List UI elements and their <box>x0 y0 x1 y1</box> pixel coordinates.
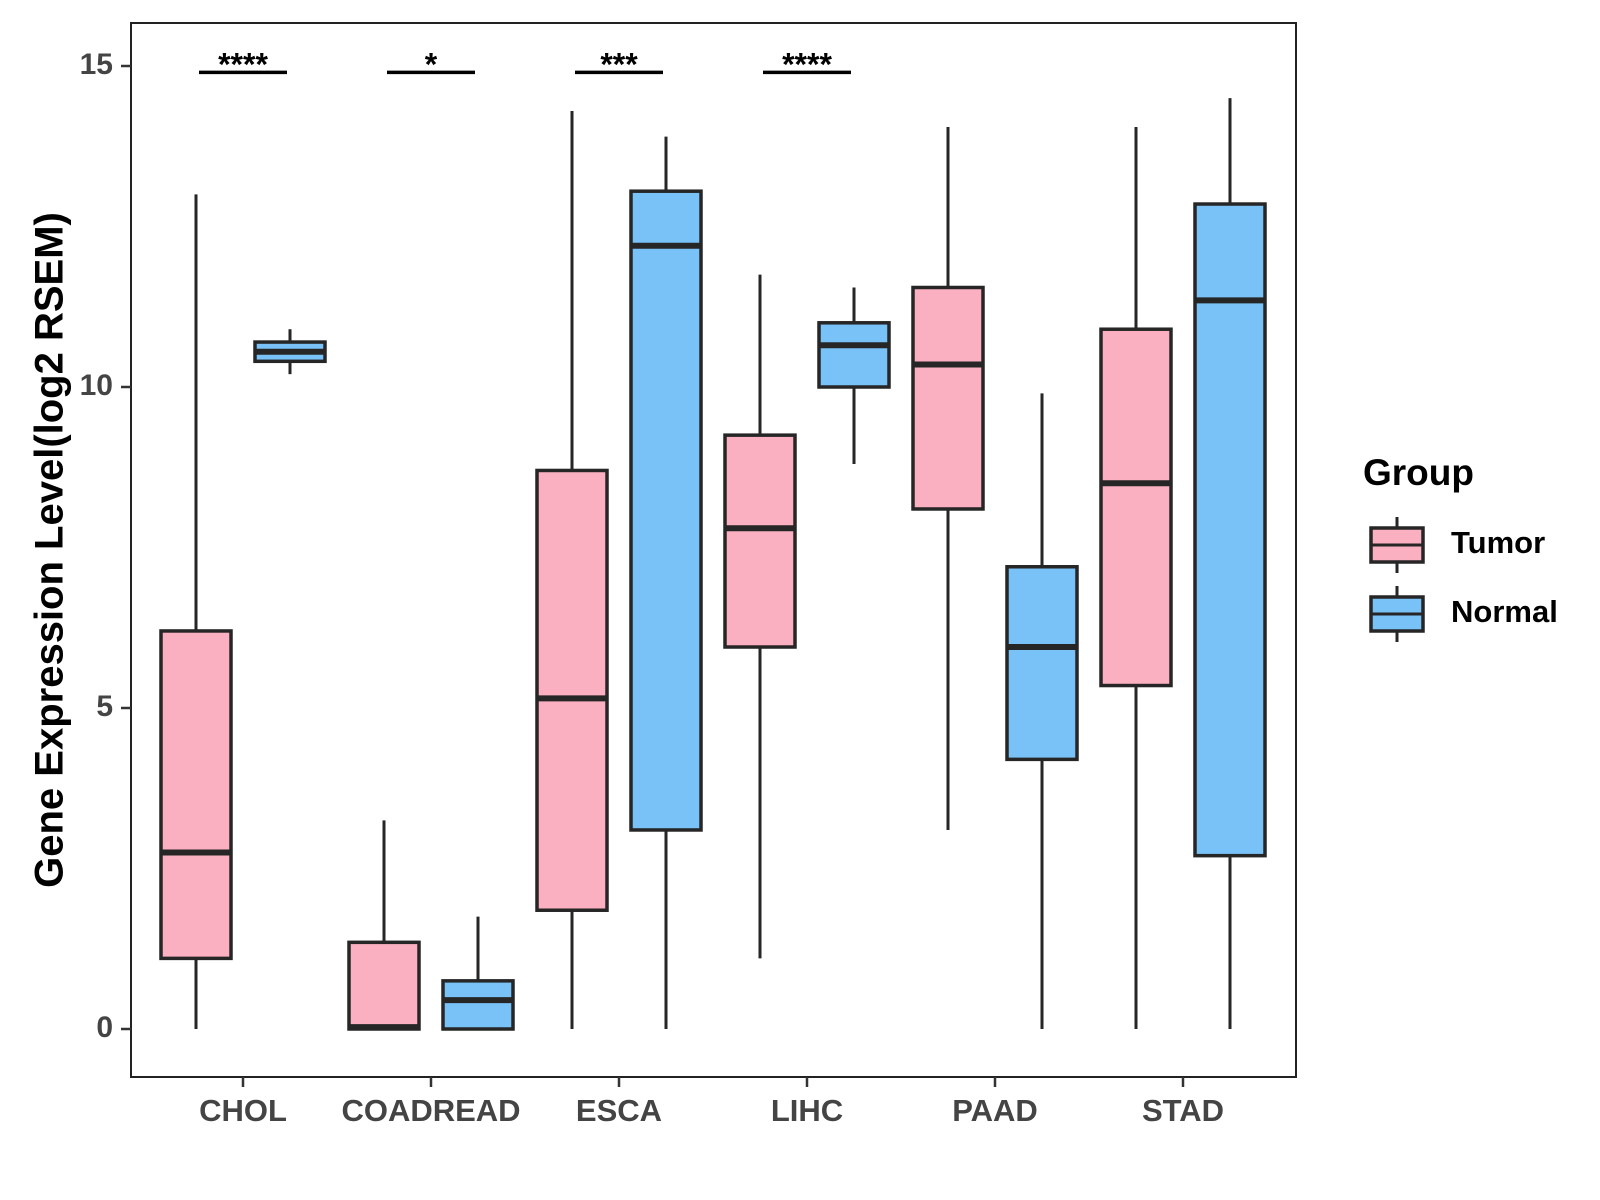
legend: Group Tumor Normal <box>1363 452 1558 642</box>
legend-label: Tumor <box>1451 525 1545 560</box>
box-normal-esca <box>629 136 703 1029</box>
box-tumor-stad <box>1099 126 1173 1029</box>
box-body <box>441 979 515 1031</box>
legend-title: Group <box>1363 452 1474 493</box>
box-normal-lihc <box>817 287 891 465</box>
y-tick-label: 15 <box>80 48 113 81</box>
significance-annotations: **** * *** **** <box>199 46 851 82</box>
y-tick-label: 5 <box>96 690 113 723</box>
x-axis: CHOL COADREAD ESCA LIHC PAAD STAD <box>199 1077 1224 1128</box>
legend-label: Normal <box>1451 594 1558 629</box>
legend-item-tumor: Tumor <box>1369 517 1545 573</box>
box-body <box>723 433 797 649</box>
box-body <box>159 629 233 961</box>
box-body <box>1099 327 1173 688</box>
significance-label: **** <box>782 46 832 82</box>
x-tick-label: COADREAD <box>341 1093 520 1128</box>
box-body <box>347 940 421 1031</box>
y-tick-label: 10 <box>80 369 113 402</box>
box-tumor-lihc <box>723 274 797 959</box>
box-normal-stad <box>1193 98 1267 1029</box>
x-tick-label: PAAD <box>952 1093 1038 1128</box>
box-tumor-esca <box>535 110 609 1029</box>
box-normal-paad <box>1005 393 1079 1029</box>
x-tick-label: LIHC <box>771 1093 843 1128</box>
box-tumor-chol <box>159 194 233 1029</box>
box-body <box>1005 565 1079 762</box>
y-tick-label: 0 <box>96 1011 113 1044</box>
x-tick-label: STAD <box>1142 1093 1224 1128</box>
box-body <box>911 285 985 511</box>
significance-label: **** <box>218 46 268 82</box>
box-body <box>629 189 703 832</box>
x-tick-label: CHOL <box>199 1093 287 1128</box>
x-tick-label: ESCA <box>576 1093 662 1128</box>
significance-label: * <box>425 46 438 82</box>
box-body <box>817 321 891 389</box>
y-axis-title: Gene Expression Level(log2 RSEM) <box>28 212 72 888</box>
box-normal-coadread <box>441 916 515 1031</box>
box-body <box>1193 202 1267 858</box>
box-tumor-coadread <box>347 820 421 1031</box>
significance-label: *** <box>600 46 638 82</box>
box-series-group <box>159 98 1267 1031</box>
box-normal-chol <box>253 329 327 375</box>
y-axis: 0 5 10 15 <box>80 48 131 1044</box>
legend-item-normal: Normal <box>1369 586 1558 642</box>
box-body <box>535 468 609 912</box>
box-tumor-paad <box>911 126 985 830</box>
